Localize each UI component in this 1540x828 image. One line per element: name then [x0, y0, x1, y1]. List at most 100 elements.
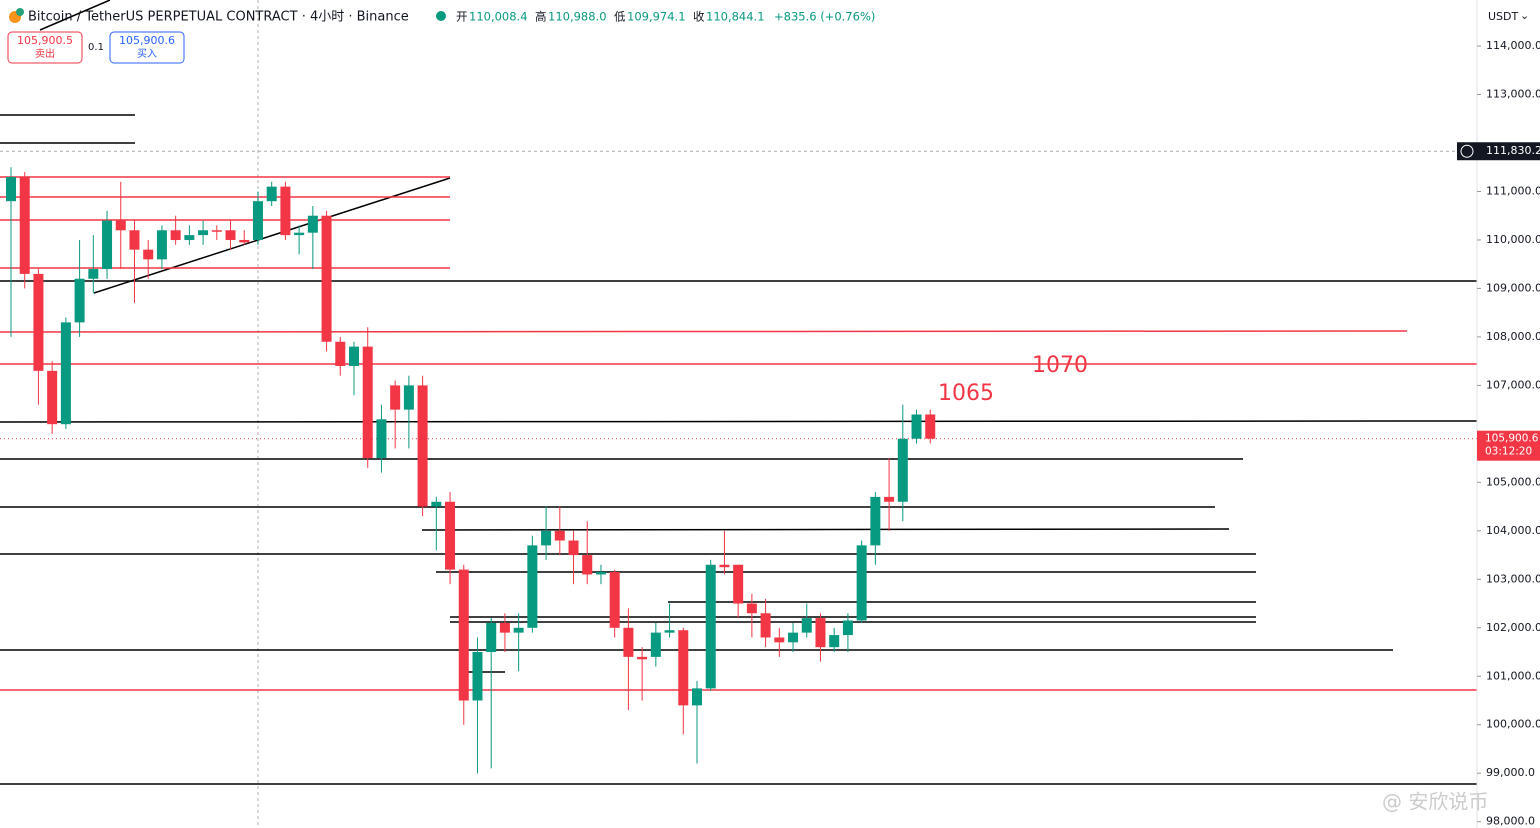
- status-dot: [436, 11, 446, 21]
- ohlc-label: 低: [614, 10, 626, 24]
- candle-body: [746, 603, 757, 614]
- candle-body: [19, 176, 30, 274]
- ohlc-label: 收: [693, 10, 705, 24]
- resistance-lines: [0, 176, 1477, 691]
- candle-body: [692, 688, 702, 706]
- candle-body: [582, 555, 593, 575]
- candle-body: [568, 540, 579, 556]
- y-tick-label: 114,000.0: [1486, 39, 1540, 52]
- candle-body: [239, 239, 250, 243]
- crosshair-tag: [1457, 142, 1540, 161]
- candle-body: [513, 627, 524, 633]
- candle-body: [349, 346, 359, 367]
- ohlc-label: 开: [456, 10, 468, 24]
- candle-body: [527, 545, 538, 628]
- candle-body: [321, 215, 332, 342]
- candle-body: [88, 269, 99, 279]
- watermark: @ 安欣说币: [1382, 790, 1488, 814]
- candle-body: [897, 438, 908, 502]
- y-tick-label: 111,000.0: [1486, 184, 1540, 197]
- y-tick-label: 104,000.0: [1486, 524, 1540, 537]
- y-tick-label: 99,000.0: [1486, 766, 1535, 779]
- candle-body: [47, 370, 58, 425]
- annotation: 1065: [938, 381, 994, 406]
- candle-body: [829, 635, 840, 648]
- candle-body: [733, 564, 744, 604]
- buy-price[interactable]: 105,900.6: [119, 34, 175, 47]
- candle-body: [294, 232, 305, 236]
- candle-body: [143, 249, 154, 260]
- y-tick-label: 105,000.0: [1486, 475, 1540, 488]
- candle-body: [403, 385, 414, 410]
- sell-button[interactable]: [7, 31, 83, 64]
- candle-body: [650, 632, 661, 657]
- currency: USDT: [1488, 10, 1519, 23]
- plot: [0, 150, 1477, 774]
- coin-icon: [16, 8, 24, 16]
- annotation: 1070: [1032, 353, 1088, 378]
- sell-price[interactable]: 105,900.5: [17, 34, 73, 47]
- candle-body: [129, 230, 140, 250]
- y-tick-label: 107,000.0: [1486, 378, 1540, 391]
- candle-body: [6, 176, 16, 202]
- candle-body: [184, 235, 195, 240]
- candle-body: [445, 501, 456, 570]
- y-tick-label: 109,000.0: [1486, 281, 1540, 294]
- candle-body: [870, 496, 881, 546]
- candle-body: [198, 230, 209, 236]
- candle-body: [458, 569, 469, 701]
- last-price-tag: [1477, 430, 1540, 461]
- candle-body: [225, 230, 236, 240]
- crosshair-price: 111,830.2: [1486, 144, 1540, 157]
- y-tick-label: 101,000.0: [1486, 669, 1540, 682]
- trend-line: [39, 0, 111, 31]
- buy-button[interactable]: [109, 31, 185, 64]
- candle-body: [33, 273, 44, 371]
- ohlc-value: 110,988.0: [548, 10, 607, 24]
- candle-body: [74, 278, 85, 323]
- candle-body: [884, 496, 895, 502]
- y-tick-label: 98,000.0: [1486, 815, 1535, 828]
- candle-body: [170, 230, 181, 240]
- candle-body: [390, 385, 401, 410]
- ohlc-value: 110,844.1: [706, 10, 765, 24]
- candle-body: [788, 632, 799, 643]
- candle-body: [102, 220, 113, 270]
- candle-body: [774, 637, 785, 643]
- candle-body: [307, 215, 318, 233]
- candle-body: [431, 501, 442, 507]
- y-tick-label: 110,000.0: [1486, 233, 1540, 246]
- candle-body: [911, 414, 922, 439]
- candle-body: [637, 656, 648, 660]
- candle-body: [252, 201, 263, 240]
- buy-label[interactable]: 买入: [137, 48, 157, 60]
- axis-labels: 114,000.0 113,000.0 111,000.0 110,000.0 109,…: [1457, 39, 1540, 828]
- add-alert[interactable]: [1460, 144, 1474, 158]
- support-lines: [0, 114, 1478, 785]
- ohlc-value: 110,008.4: [469, 10, 528, 24]
- candle-body: [815, 618, 826, 648]
- candle-body: [486, 622, 497, 653]
- candle-body: [842, 620, 853, 636]
- candle-body: [417, 385, 428, 507]
- candle-body: [266, 186, 277, 202]
- title: Bitcoin / TetherUS PERPETUAL CONTRACT · …: [28, 10, 409, 25]
- countdown: 03:12:20: [1485, 446, 1532, 458]
- candle-body: [719, 564, 730, 568]
- candle-body: [609, 572, 620, 628]
- candle-body: [856, 545, 867, 621]
- change: +835.6 (+0.76%): [774, 10, 875, 24]
- currency-arrow[interactable]: ⌄: [1520, 9, 1529, 22]
- candle-body: [760, 613, 771, 638]
- candle-body: [664, 630, 675, 633]
- candle-body: [115, 220, 126, 231]
- sell-label[interactable]: 卖出: [35, 47, 55, 60]
- candle-body: [472, 652, 483, 701]
- candle-body: [925, 414, 936, 439]
- price-axis: [1477, 0, 1540, 828]
- y-tick-label: 100,000.0: [1486, 718, 1540, 731]
- candle-body: [156, 230, 167, 260]
- candle-body: [554, 530, 565, 541]
- candle-body: [623, 627, 634, 657]
- spread: 0.1: [88, 42, 104, 53]
